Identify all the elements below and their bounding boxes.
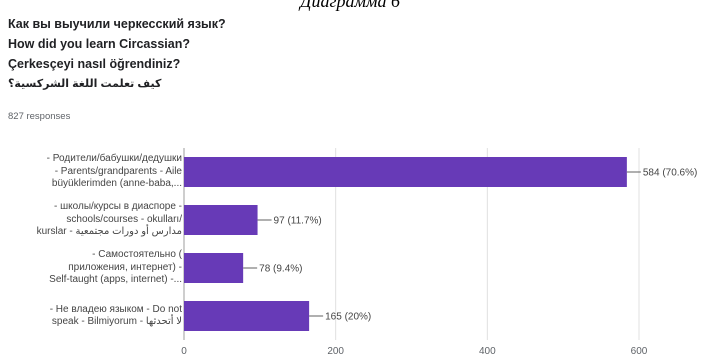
value-label: 584 (70.6%)	[643, 168, 697, 179]
category-label-line: - Не владею языком - Do not	[49, 303, 182, 315]
bar	[184, 253, 244, 283]
value-label: 78 (9.4%)	[259, 264, 302, 275]
category-label-line: speak - Bilmiyorum - لا أتحدثها	[51, 316, 182, 327]
question-title-turkish: Çerkesçeyi nasıl öğrendiniz?	[8, 57, 181, 71]
responses-count: 827 responses	[8, 111, 71, 122]
category-label-line: schools/courses - okulları/	[66, 213, 182, 225]
category-label: - школы/курсы в диаспоре - schools/course…	[0, 201, 182, 239]
category-label: - Родители/бабушки/дедушки - Parents/gran…	[0, 153, 182, 191]
top-caption: Диаграмма 6	[0, 0, 711, 14]
category-label-line: - Родители/бабушки/дедушки	[46, 153, 182, 165]
value-label: 165 (20%)	[325, 312, 371, 323]
category-label: - Не владею языком - Do not speak - Bilmi…	[0, 304, 182, 329]
value-label: 97 (11.7%)	[274, 216, 322, 227]
x-tick-label: 200	[327, 346, 344, 357]
x-tick-label: 0	[181, 346, 187, 357]
question-title-arabic: كيف تعلمت اللغة الشركسية؟	[8, 78, 162, 90]
x-tick-label: 600	[631, 346, 648, 357]
question-title-russian: Как вы выучили черкесский язык?	[8, 17, 226, 31]
question-title-english: How did you learn Circassian?	[8, 37, 190, 51]
category-label-line: - Parents/grandparents - Aile	[54, 165, 182, 177]
category-label-line: büyüklerimden (anne-baba,...	[51, 178, 182, 190]
category-label-line: - Самостоятельно (	[92, 249, 182, 261]
question-title: Как вы выучили черкесский язык? How did …	[8, 14, 226, 94]
category-label: - Самостоятельно (приложения, интернет) …	[0, 249, 182, 287]
x-tick-label: 400	[479, 346, 496, 357]
bar	[184, 205, 258, 235]
top-caption-text: Диаграмма 6	[300, 0, 400, 11]
bar	[184, 157, 627, 187]
category-label-line: приложения, интернет) -	[68, 261, 182, 273]
category-label-line: - школы/курсы в диаспоре -	[54, 201, 182, 213]
bar	[184, 301, 310, 331]
category-label-line: Self-taught (apps, internet) -...	[49, 274, 182, 286]
category-label-line: kurslar - مدارس أو دورات مجتمعية	[36, 226, 182, 238]
